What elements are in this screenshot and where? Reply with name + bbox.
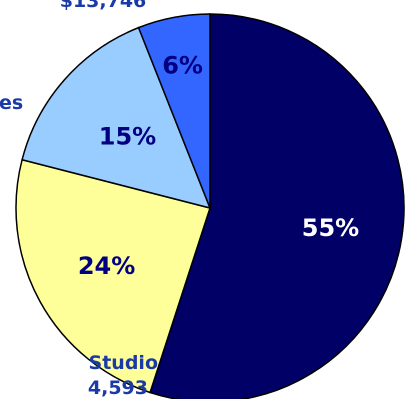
percent-label-6: 6% <box>162 52 203 80</box>
slice-percent-labels: 55% 24% 15% 6% <box>78 52 359 280</box>
percent-label-55: 55% <box>302 214 359 242</box>
percent-label-15: 15% <box>99 122 156 150</box>
external-label-category-bottom: Studio <box>89 352 158 374</box>
external-category-labels: $13,746 es Studio 4,593 <box>0 0 158 399</box>
slice-24 <box>15 158 211 394</box>
slice-6 <box>137 13 211 209</box>
external-label-value-bottom: 4,593 <box>88 377 148 399</box>
slice-15 <box>21 26 212 210</box>
external-label-value-top: $13,746 <box>60 0 147 12</box>
pie-slices <box>15 13 405 399</box>
external-label-category-left: es <box>0 92 23 114</box>
percent-label-24: 24% <box>78 252 135 280</box>
